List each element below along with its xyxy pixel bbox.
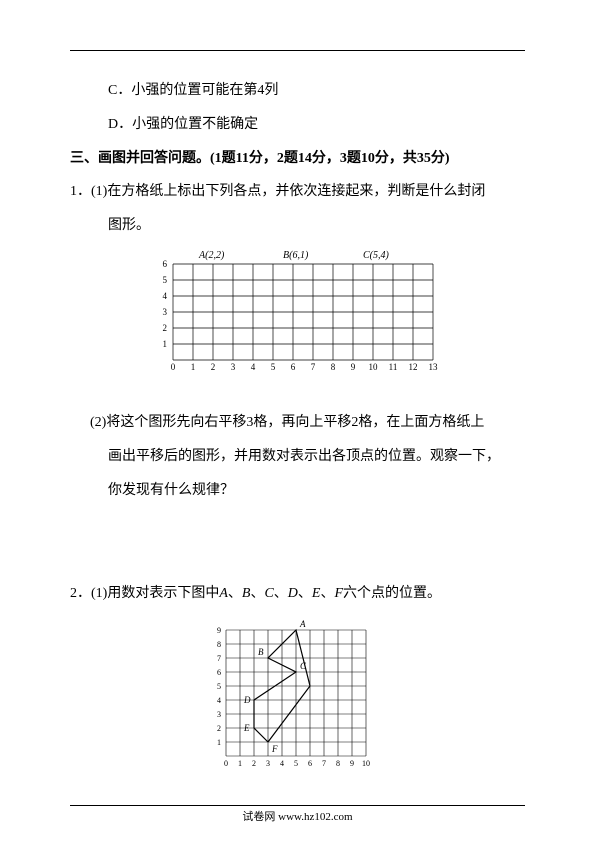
svg-text:2: 2 bbox=[252, 759, 256, 768]
grid-2-wrap: 0 1 2 3 4 5 6 7 8 9 10 1 2 3 4 5 6 7 8 9 A B C D E F bbox=[70, 616, 525, 783]
svg-text:E: E bbox=[243, 723, 250, 733]
q1-2-line2: 画出平移后的图形，并用数对表示出各顶点的位置。观察一下， bbox=[70, 445, 525, 469]
q1-line1: 1．(1)在方格纸上标出下列各点，并依次连接起来，判断是什么封闭 bbox=[70, 180, 525, 204]
svg-text:A(2,2): A(2,2) bbox=[198, 250, 225, 261]
q1-2-line1: (2)将这个图形先向右平移3格，再向上平移2格，在上面方格纸上 bbox=[70, 411, 525, 435]
var-f: F bbox=[334, 586, 343, 601]
svg-text:1: 1 bbox=[217, 738, 221, 747]
grid-2: 0 1 2 3 4 5 6 7 8 9 10 1 2 3 4 5 6 7 8 9 A B C D E F bbox=[208, 616, 388, 778]
svg-text:3: 3 bbox=[162, 307, 167, 317]
svg-text:5: 5 bbox=[270, 362, 275, 372]
svg-text:5: 5 bbox=[162, 275, 167, 285]
svg-text:C: C bbox=[300, 661, 307, 671]
q2-line: 2．(1)用数对表示下图中A、B、C、D、E、F六个点的位置。 bbox=[70, 582, 525, 606]
svg-text:13: 13 bbox=[428, 362, 438, 372]
svg-text:12: 12 bbox=[408, 362, 417, 372]
svg-text:6: 6 bbox=[290, 362, 295, 372]
var-c: C bbox=[264, 586, 273, 601]
var-a: A bbox=[219, 586, 228, 601]
svg-text:5: 5 bbox=[294, 759, 298, 768]
svg-text:3: 3 bbox=[266, 759, 270, 768]
svg-text:3: 3 bbox=[230, 362, 235, 372]
var-d: D bbox=[288, 586, 298, 601]
svg-text:B: B bbox=[258, 647, 264, 657]
svg-text:4: 4 bbox=[250, 362, 255, 372]
q2-suffix: 六个点的位置。 bbox=[343, 586, 441, 601]
svg-text:2: 2 bbox=[210, 362, 215, 372]
svg-text:2: 2 bbox=[162, 323, 167, 333]
svg-text:F: F bbox=[271, 744, 278, 754]
svg-text:4: 4 bbox=[280, 759, 284, 768]
section-3-title: 三、画图并回答问题。(1题11分，2题14分，3题10分，共35分) bbox=[70, 147, 525, 171]
svg-text:5: 5 bbox=[217, 682, 221, 691]
svg-text:1: 1 bbox=[190, 362, 195, 372]
q2-prefix: 2．(1)用数对表示下图中 bbox=[70, 586, 219, 601]
svg-text:10: 10 bbox=[368, 362, 378, 372]
q1-2-line3: 你发现有什么规律？ bbox=[70, 479, 525, 503]
svg-text:4: 4 bbox=[162, 291, 167, 301]
top-rule bbox=[70, 50, 525, 51]
svg-text:2: 2 bbox=[217, 724, 221, 733]
svg-text:B(6,1): B(6,1) bbox=[283, 250, 309, 261]
svg-text:D: D bbox=[243, 695, 251, 705]
svg-text:9: 9 bbox=[350, 759, 354, 768]
svg-text:9: 9 bbox=[217, 626, 221, 635]
svg-text:1: 1 bbox=[238, 759, 242, 768]
svg-text:7: 7 bbox=[322, 759, 326, 768]
svg-text:C(5,4): C(5,4) bbox=[363, 250, 390, 261]
svg-text:6: 6 bbox=[217, 668, 221, 677]
var-b: B bbox=[242, 586, 251, 601]
svg-text:10: 10 bbox=[362, 759, 370, 768]
svg-text:9: 9 bbox=[350, 362, 355, 372]
svg-text:7: 7 bbox=[310, 362, 315, 372]
svg-text:1: 1 bbox=[162, 339, 167, 349]
svg-text:11: 11 bbox=[388, 362, 397, 372]
footer: 试卷网 www.hz102.com bbox=[0, 808, 595, 824]
svg-text:6: 6 bbox=[162, 259, 167, 269]
svg-text:7: 7 bbox=[217, 654, 221, 663]
option-d: D．小强的位置不能确定 bbox=[70, 113, 525, 137]
svg-text:3: 3 bbox=[217, 710, 221, 719]
grid-1-wrap: 012345678910111213123456A(2,2)B(6,1)C(5,… bbox=[70, 248, 525, 387]
q1-line2: 图形。 bbox=[70, 214, 525, 238]
svg-text:6: 6 bbox=[308, 759, 312, 768]
svg-text:0: 0 bbox=[224, 759, 228, 768]
svg-text:8: 8 bbox=[330, 362, 335, 372]
grid-1: 012345678910111213123456A(2,2)B(6,1)C(5,… bbox=[153, 248, 443, 382]
bottom-rule bbox=[70, 805, 525, 806]
svg-text:8: 8 bbox=[217, 640, 221, 649]
var-e: E bbox=[312, 586, 321, 601]
svg-text:8: 8 bbox=[336, 759, 340, 768]
svg-text:A: A bbox=[299, 619, 306, 629]
option-c: C．小强的位置可能在第4列 bbox=[70, 79, 525, 103]
svg-text:0: 0 bbox=[170, 362, 175, 372]
svg-text:4: 4 bbox=[217, 696, 221, 705]
